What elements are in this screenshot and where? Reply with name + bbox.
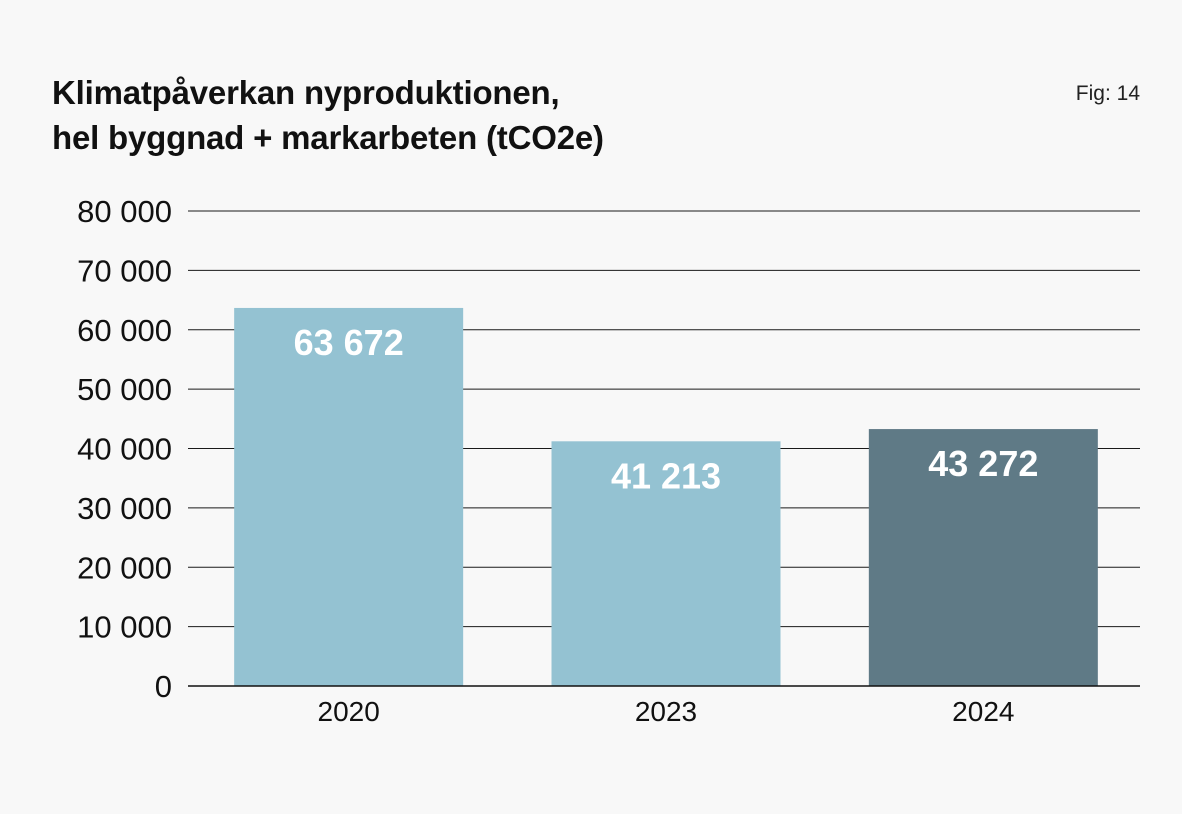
y-tick-label: 40 000 [77, 432, 172, 467]
x-category-label: 2020 [318, 696, 380, 727]
y-tick-label: 30 000 [77, 491, 172, 526]
chart-title-line-2: hel byggnad + markarbeten (tCO2e) [52, 119, 604, 156]
x-category-label: 2024 [952, 696, 1014, 727]
y-tick-label: 10 000 [77, 610, 172, 645]
bar-value-label: 43 272 [928, 443, 1038, 484]
bar-value-label: 41 213 [611, 455, 721, 496]
chart-title-line-1: Klimatpåverkan nyproduktionen, [52, 74, 560, 111]
chart-title: Klimatpåverkan nyproduktionen, hel byggn… [52, 70, 604, 160]
y-tick-label: 80 000 [77, 194, 172, 229]
figure-number: Fig: 14 [1075, 82, 1140, 105]
x-category-label: 2023 [635, 696, 697, 727]
y-tick-label: 70 000 [77, 253, 172, 288]
y-tick-label: 60 000 [77, 313, 172, 348]
bar-value-label: 63 672 [294, 322, 404, 363]
bar [551, 441, 781, 686]
bar [234, 307, 464, 686]
y-tick-label: 0 [155, 669, 172, 704]
y-tick-label: 50 000 [77, 372, 172, 407]
bar [868, 429, 1098, 686]
y-tick-label: 20 000 [77, 550, 172, 585]
